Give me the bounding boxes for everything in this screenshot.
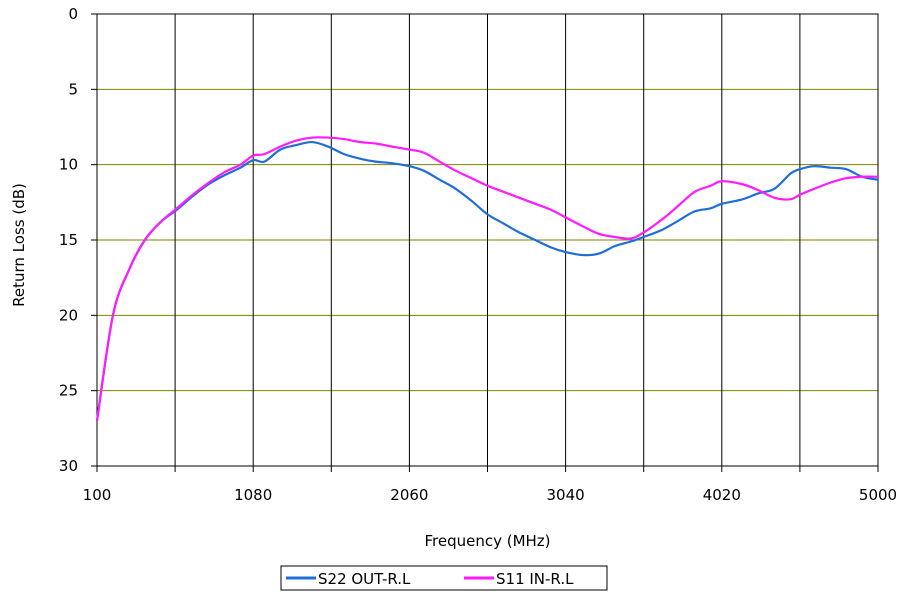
series-line-s11 [95,136,879,421]
plot-area-frame [96,13,879,467]
series-line-s22 [95,140,879,421]
y-tick-label: 20 [59,306,78,324]
series-layer [95,136,879,421]
legend: S22 OUT-R.L S11 IN-R.L [280,565,608,591]
y-tick-label: 30 [59,457,78,475]
y-tick-label: 5 [68,80,78,98]
y-tick-label: 0 [68,5,78,23]
legend-label-s11: S11 IN-R.L [496,570,574,588]
y-tick-label: 15 [59,231,78,249]
x-tick-label: 5000 [859,486,897,504]
x-tick-label: 1080 [234,486,272,504]
x-tick-label: 2060 [390,486,428,504]
y-tick-label: 25 [59,382,78,400]
x-tick-label: 4020 [703,486,741,504]
y-axis-title: Return Loss (dB) [10,183,28,307]
legend-box [280,565,608,591]
x-axis-title: Frequency (MHz) [424,532,550,550]
legend-label-s22: S22 OUT-R.L [318,570,411,588]
tick-labels: 0 5 10 15 20 25 30 100 1080 2060 3040 4020 5000 [59,5,897,504]
y-tick-label: 10 [59,156,78,174]
x-tick-label: 3040 [547,486,585,504]
x-tick-label: 100 [83,486,112,504]
